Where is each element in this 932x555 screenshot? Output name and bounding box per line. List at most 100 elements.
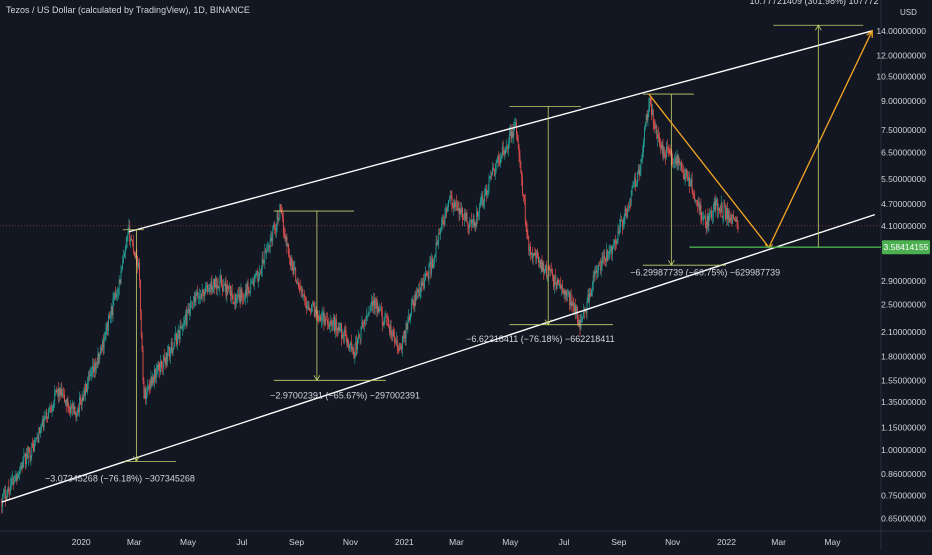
- candle-body: [661, 144, 663, 149]
- candle-body: [516, 134, 518, 138]
- candle: [349, 344, 350, 352]
- candle-body: [432, 259, 433, 268]
- candle: [465, 211, 467, 222]
- candle: [34, 437, 36, 447]
- candle-body: [257, 271, 259, 282]
- candle-body: [528, 239, 530, 251]
- candle: [473, 214, 475, 229]
- candle: [654, 119, 656, 130]
- candle-body: [666, 146, 667, 158]
- candle: [40, 424, 42, 438]
- candle: [644, 125, 645, 148]
- price-tick-label: 2.10000000: [881, 327, 926, 337]
- candle-body: [533, 252, 535, 256]
- candle: [378, 305, 380, 314]
- candle-body: [418, 289, 419, 293]
- candle-body: [704, 216, 706, 226]
- candle: [197, 285, 199, 300]
- candle-body: [374, 300, 376, 309]
- candle: [440, 216, 442, 233]
- candle-body: [507, 147, 508, 150]
- candle: [263, 260, 265, 265]
- candle: [409, 313, 411, 323]
- candle: [538, 252, 539, 268]
- candle: [59, 387, 61, 401]
- candle-body: [520, 161, 522, 172]
- candle-body: [18, 474, 19, 479]
- candle: [8, 479, 10, 494]
- candle-body: [659, 144, 661, 148]
- candle-body: [677, 154, 679, 164]
- candle: [161, 359, 162, 373]
- candle: [656, 124, 658, 140]
- candle: [548, 265, 550, 271]
- candle: [517, 134, 519, 150]
- candle: [244, 292, 245, 303]
- candle: [327, 312, 328, 331]
- candle-body: [131, 238, 132, 240]
- candle: [697, 196, 699, 207]
- candle: [168, 343, 170, 357]
- candle: [42, 415, 44, 432]
- price-range-measure[interactable]: −6.62218411 (−76.18%) −662218411: [466, 105, 615, 344]
- candle: [543, 260, 545, 281]
- candle-body: [606, 250, 608, 261]
- candle-body: [416, 290, 418, 300]
- candle-body: [471, 220, 473, 225]
- candle: [728, 208, 730, 224]
- price-axis[interactable]: 14.0000000012.0000000010.500000009.00000…: [876, 26, 926, 523]
- candle: [456, 199, 458, 212]
- chart-title: Tezos / US Dollar (calculated by Trading…: [6, 5, 250, 15]
- candle: [340, 322, 342, 333]
- candle-body: [701, 219, 703, 220]
- candle: [79, 391, 80, 418]
- time-axis[interactable]: 2020 Mar May Jul Sep Nov 2021 Mar May Jul Sep Nov 20…: [72, 537, 841, 547]
- channel-upper-line[interactable]: [128, 30, 873, 233]
- target-measure[interactable]: 10.77721409 (301.98%) 107772: [749, 0, 879, 248]
- candle: [86, 383, 87, 393]
- candlestick-series[interactable]: [1, 96, 739, 514]
- candle-body: [659, 137, 660, 145]
- candle: [729, 214, 731, 224]
- candle-body: [709, 212, 711, 214]
- candle: [524, 193, 526, 227]
- price-range-measure[interactable]: −3.07345268 (−76.18%) −307345268: [45, 229, 195, 484]
- candle: [156, 364, 158, 375]
- candle-body: [422, 282, 424, 286]
- candle: [285, 234, 287, 246]
- channel-lower-line[interactable]: [1, 213, 876, 503]
- candle-body: [519, 154, 521, 162]
- candle: [714, 194, 716, 212]
- candle-body: [42, 418, 44, 428]
- candle-body: [150, 377, 152, 389]
- candle-body: [312, 303, 313, 305]
- candle: [267, 242, 269, 253]
- candle: [698, 197, 700, 215]
- candle-body: [410, 303, 412, 315]
- candle: [117, 288, 119, 300]
- candle-body: [23, 456, 25, 461]
- candle-body: [60, 389, 62, 395]
- candle: [591, 280, 593, 297]
- candle: [102, 334, 104, 356]
- candle-body: [537, 250, 539, 257]
- candle: [278, 217, 280, 223]
- candle-body: [610, 246, 612, 251]
- candle-body: [409, 316, 411, 321]
- candle: [189, 302, 191, 321]
- candle: [415, 290, 417, 307]
- drawing-tools[interactable]: −3.07345268 (−76.18%) −307345268 −2.97002…: [1, 0, 881, 503]
- candle-body: [571, 302, 573, 306]
- measure-arrowhead: [133, 456, 140, 463]
- candle-body: [478, 206, 480, 214]
- candle-body: [607, 253, 609, 261]
- candle-body: [317, 311, 319, 319]
- candle: [120, 264, 122, 286]
- candle-body: [555, 284, 557, 289]
- measure-label: −6.29987739 (−66.75%) −629987739: [630, 267, 780, 277]
- candle: [522, 172, 523, 197]
- candle: [652, 108, 654, 131]
- price-range-measure[interactable]: −2.97002391 (−65.67%) −297002391: [270, 210, 420, 401]
